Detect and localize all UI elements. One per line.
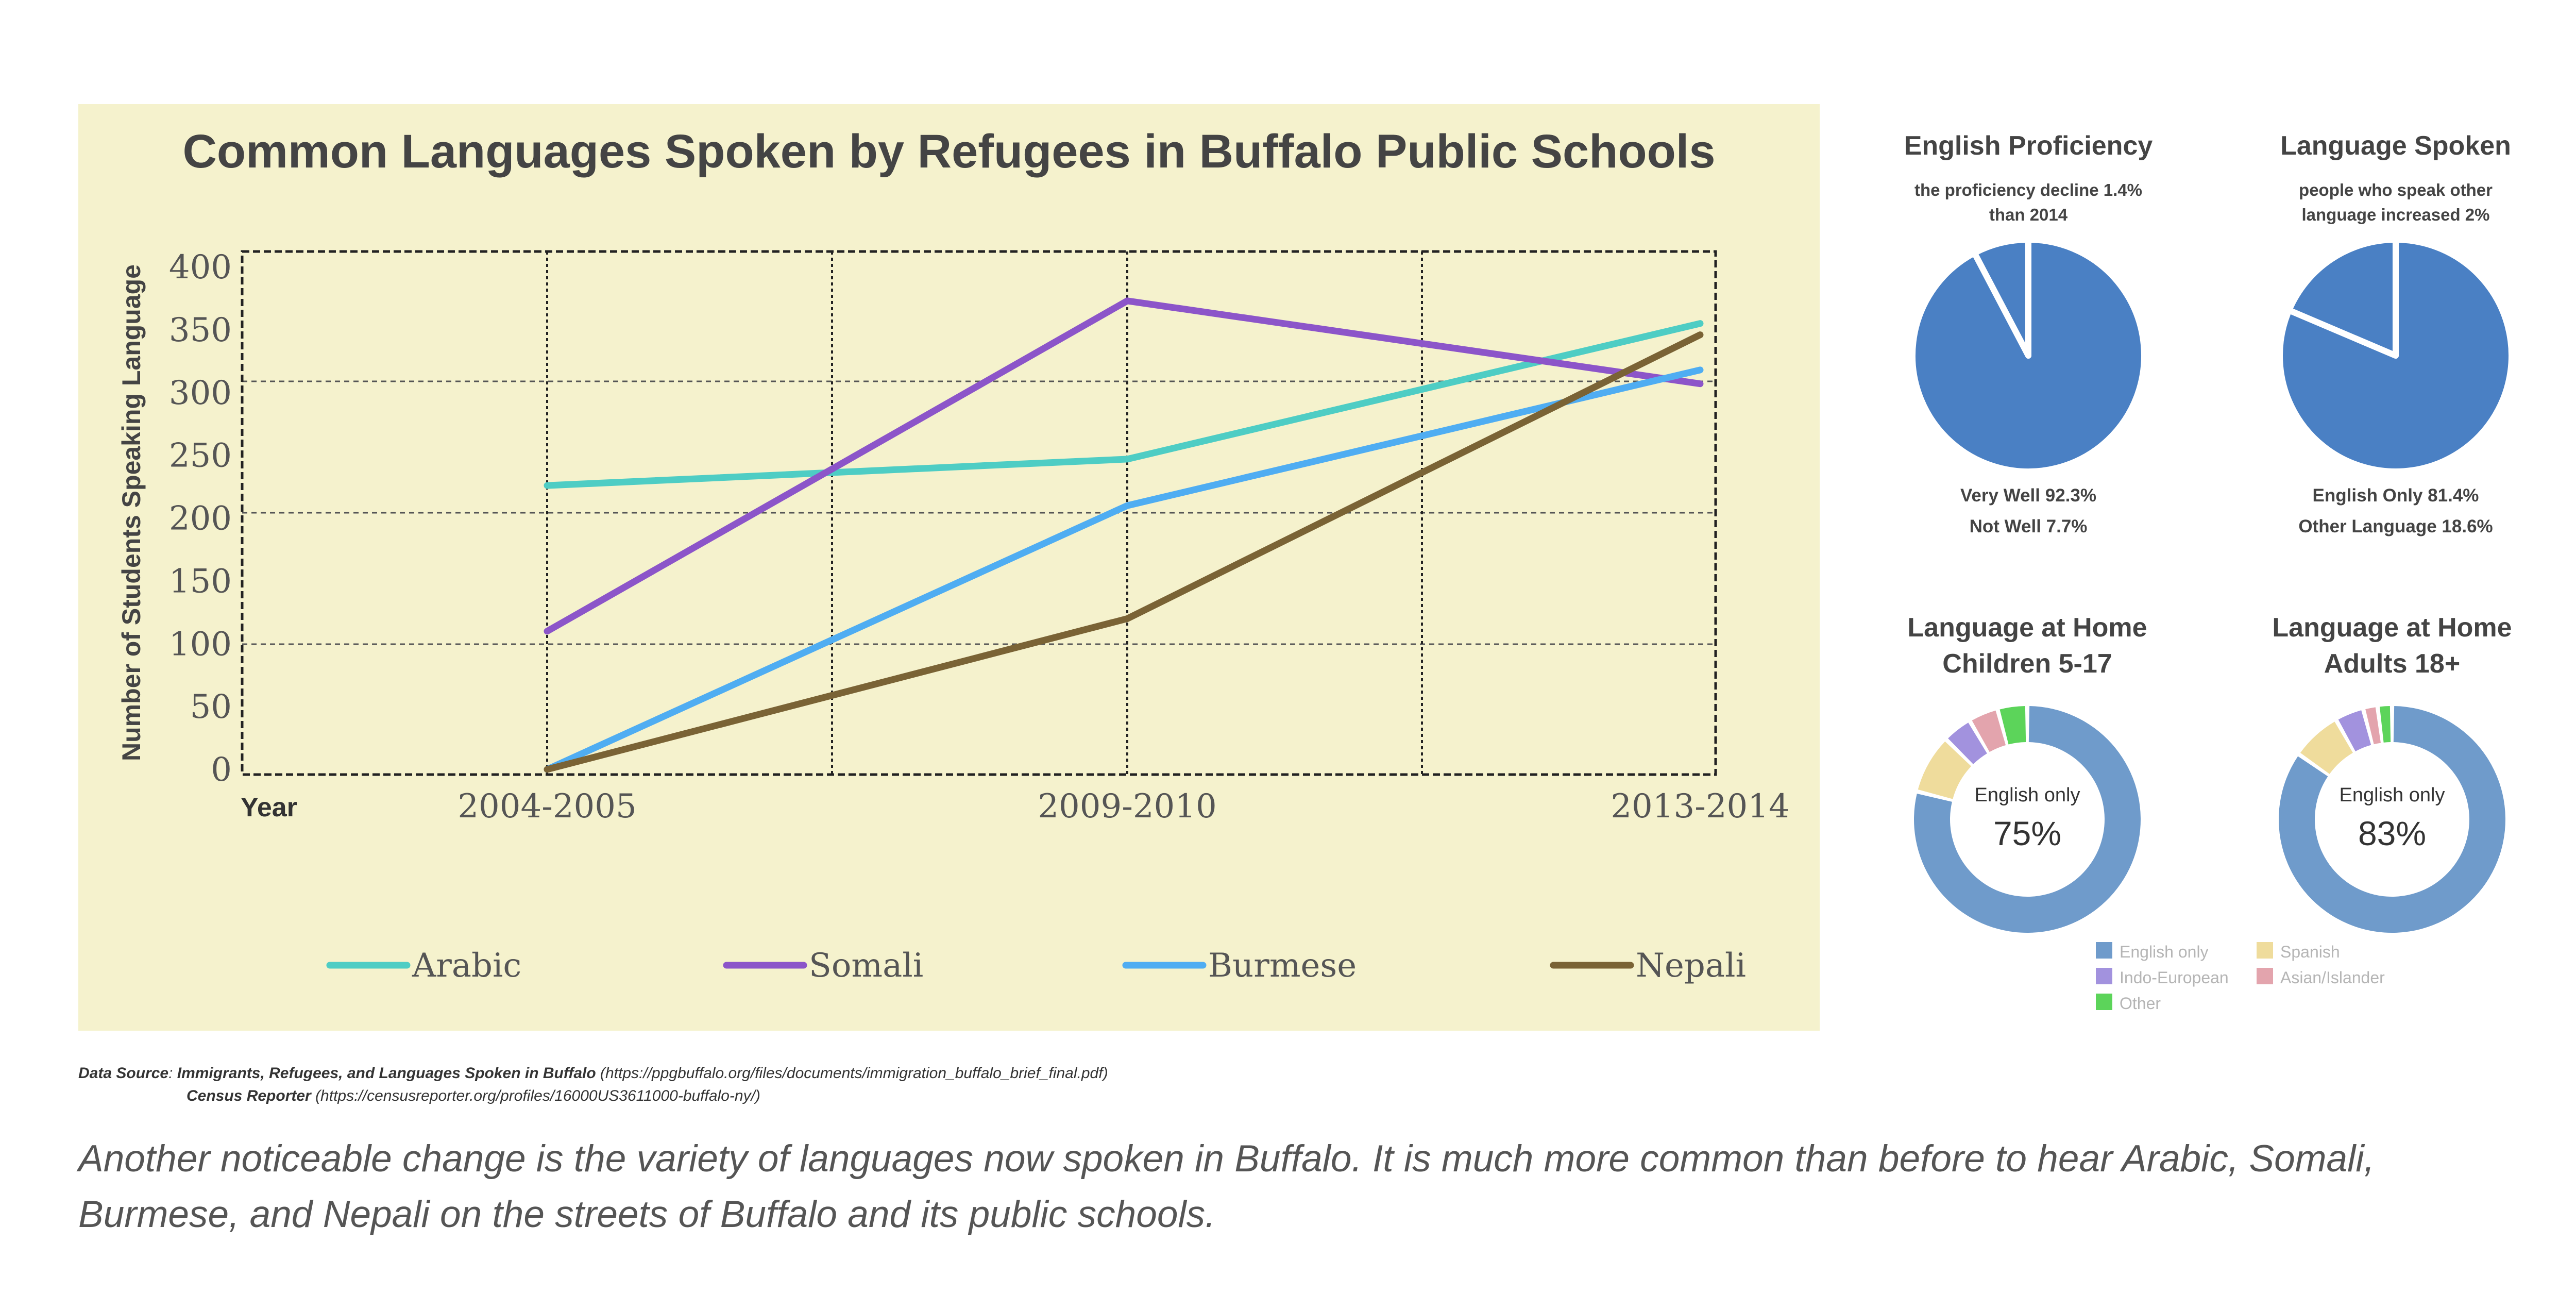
x-tick-label: 2013-2014 [1611,787,1789,826]
y-tick-label: 0 [211,751,232,789]
donut1-center-label: English only [1975,784,2080,806]
donut-slice-english-only [1914,706,2141,933]
donut-slice-indo-european [2338,710,2371,751]
x-tick-label: 2009-2010 [1038,787,1216,826]
source-line-1: Data Source: Immigrants, Refugees, and L… [78,1065,1108,1082]
donut-slice-other [1999,706,2026,745]
source-url-1: (https://ppgbuffalo.org/files/documents/… [596,1065,1108,1082]
y-tick-label: 250 [169,437,232,475]
pie-slice-other-language [2285,237,2399,359]
pie2-label-line2: Other Language 18.6% [2298,516,2493,536]
y-tick-label: 350 [169,311,232,349]
x-axis-ticks: 2004-2005 2009-2010 2013-2014 [457,787,1789,826]
series-line-arabic [544,320,1704,489]
line-chart-panel [78,104,1820,1031]
donut-slice-other [2379,706,2391,743]
donut-legend-swatch [2096,994,2112,1010]
donut2-title-line1: Language at Home [2272,613,2512,643]
donut-home-adults [2279,706,2505,933]
source-title-1: Immigrants, Refugees, and Languages Spok… [177,1065,596,1082]
donut-legend-label: Spanish [2280,943,2340,961]
pie2-subtitle-line2: language increased 2% [2302,205,2490,224]
donut1-title-line1: Language at Home [1907,613,2147,643]
pie2-label-line1: English Only 81.4% [2313,485,2479,506]
source-title-2: Census Reporter [187,1087,311,1104]
donut-slice-asian-islander [1972,710,2006,752]
plot-area [241,250,1717,776]
legend-label-arabic: Arabic [412,947,521,985]
y-tick-label: 100 [169,625,232,663]
pie1-title: English Proficiency [1904,131,2153,161]
donut-slice-indo-european [1948,723,1987,764]
donut2-center-label: English only [2340,784,2445,806]
donut-legend-label: Other [2120,994,2161,1013]
series-line-burmese [544,366,1704,773]
pie2-subtitle-line1: people who speak other [2299,180,2493,199]
y-axis-label: Number of Students Speaking Language [117,264,146,761]
legend-label-somali: Somali [809,947,923,985]
y-tick-label: 50 [190,688,232,726]
donut-slice-spanish [2300,721,2353,774]
caption-text: Another noticeable change is the variety… [78,1138,2375,1235]
donut-legend-label: Asian/Islander [2280,968,2385,987]
source-colon: : [168,1065,177,1082]
source-line-2: Census Reporter (https://censusreporter.… [187,1087,760,1105]
y-axis-ticks: 0 50 100 150 200 250 300 350 400 [169,248,232,789]
pie-english-proficiency [1909,237,2147,475]
source-label: Data Source [78,1065,169,1082]
donut-legend: English only Spanish Indo-European Asian/Is… [2096,942,2385,1013]
donut-legend-swatch [2257,942,2273,959]
source-url-2: (https://censusreporter.org/profiles/160… [311,1087,760,1104]
donut2-title-line2: Adults 18+ [2324,649,2460,679]
x-tick-label: 2004-2005 [457,787,636,826]
y-tick-label: 400 [169,248,232,287]
legend-label-nepali: Nepali [1636,947,1746,985]
pie-slice-not-well [1971,237,2031,359]
donut-slice-asian-islander [2365,707,2381,745]
y-tick-label: 150 [169,562,232,600]
donut-legend-swatch [2096,942,2112,959]
series-line-somali [544,297,1704,635]
y-tick-label: 200 [169,500,232,538]
pie1-subtitle-line2: than 2014 [1989,205,2068,224]
pie2-title: Language Spoken [2280,131,2511,161]
pie-language-spoken [2277,237,2515,475]
pie1-label-line1: Very Well 92.3% [1960,485,2096,506]
donut-legend-label: Indo-European [2120,968,2229,987]
series-line-nepali [544,331,1704,773]
legend-label-burmese: Burmese [1208,947,1357,985]
y-tick-label: 300 [169,374,232,412]
pie1-label-line2: Not Well 7.7% [1970,516,2088,536]
pie1-subtitle-line1: the proficiency decline 1.4% [1914,180,2142,199]
donut-legend-swatch [2096,968,2112,984]
donut1-title-line2: Children 5-17 [1942,649,2112,679]
donut-slice-english-only [2279,706,2505,933]
donut-home-children [1914,706,2141,933]
donut-legend-swatch [2257,968,2273,984]
series-lines [544,297,1704,773]
donut1-center-value: 75% [1993,814,2061,852]
donut-legend-label: English only [2120,943,2209,961]
line-chart-title: Common Languages Spoken by Refugees in B… [182,125,1715,178]
x-axis-label: Year [241,793,297,822]
donut2-center-value: 83% [2358,814,2426,852]
donut-slice-spanish [1918,741,1972,799]
line-chart-legend: Arabic Somali Burmese Nepali [326,947,1746,985]
